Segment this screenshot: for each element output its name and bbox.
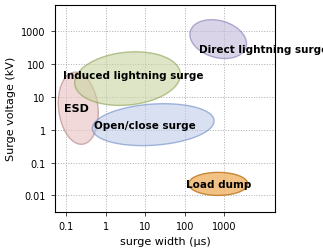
Polygon shape — [75, 53, 181, 106]
Text: Direct lightning surge: Direct lightning surge — [199, 45, 323, 55]
X-axis label: surge width (μs): surge width (μs) — [120, 237, 210, 246]
Text: ESD: ESD — [64, 104, 89, 114]
Text: Open/close surge: Open/close surge — [94, 120, 196, 130]
Text: Induced lightning surge: Induced lightning surge — [63, 71, 204, 81]
Polygon shape — [189, 173, 248, 196]
Polygon shape — [190, 21, 246, 59]
Y-axis label: Surge voltage (kV): Surge voltage (kV) — [5, 57, 16, 161]
Polygon shape — [58, 73, 98, 145]
Text: Load dump: Load dump — [185, 179, 251, 189]
Polygon shape — [92, 104, 214, 146]
